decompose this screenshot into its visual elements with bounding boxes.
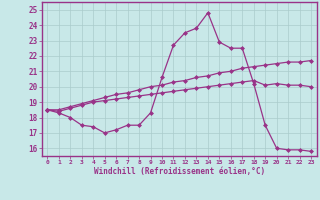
X-axis label: Windchill (Refroidissement éolien,°C): Windchill (Refroidissement éolien,°C) [94,167,265,176]
